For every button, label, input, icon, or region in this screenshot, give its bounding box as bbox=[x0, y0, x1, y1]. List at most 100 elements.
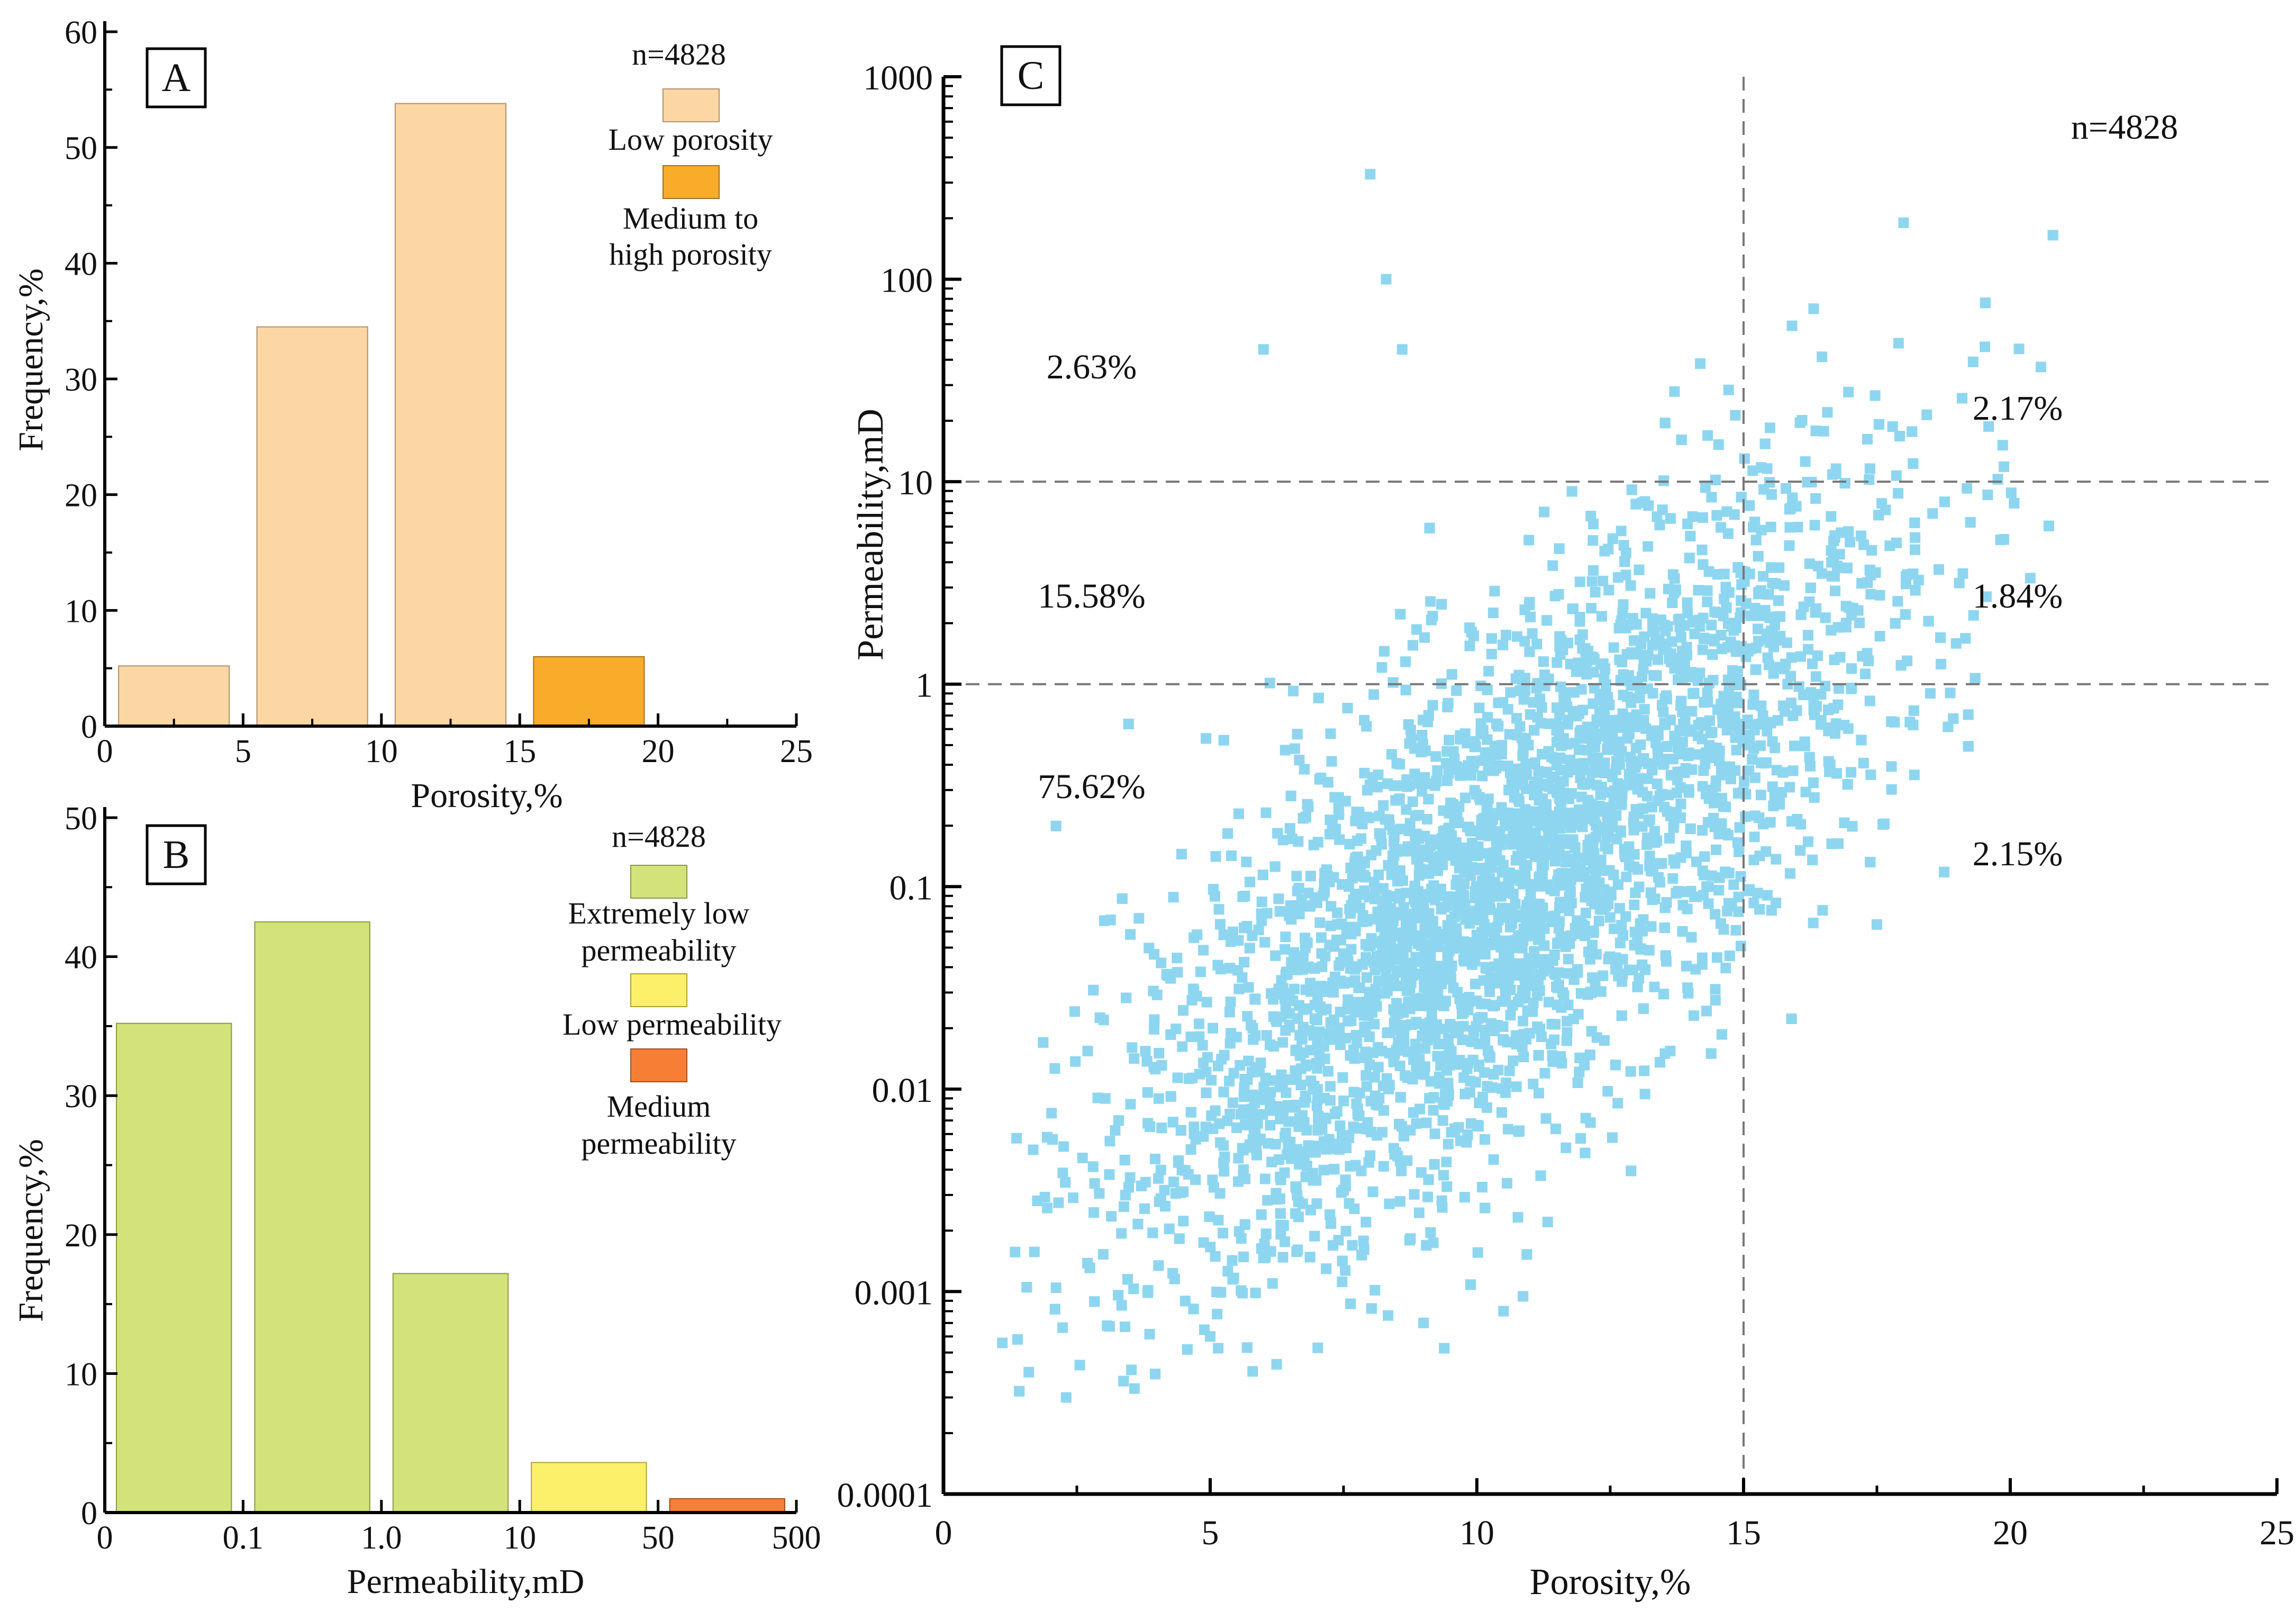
scatter-point bbox=[1755, 790, 1766, 801]
scatter-point bbox=[1275, 1208, 1286, 1219]
scatter-point bbox=[1528, 838, 1539, 849]
scatter-point bbox=[1765, 718, 1776, 729]
scatter-point bbox=[1483, 963, 1494, 974]
scatter-point bbox=[1933, 564, 1944, 575]
scatter-point bbox=[1460, 843, 1471, 854]
scatter-point bbox=[1658, 989, 1669, 1000]
scatter-point bbox=[1487, 765, 1498, 776]
scatter-point bbox=[1484, 986, 1495, 997]
scatter-point bbox=[1295, 1050, 1306, 1061]
scatter-point bbox=[1750, 664, 1762, 675]
panel-b-y-tick-label: 10 bbox=[65, 1356, 97, 1392]
legend-label-medium-high-porosity-line2: high porosity bbox=[609, 237, 772, 271]
scatter-point bbox=[1517, 943, 1528, 954]
scatter-point bbox=[1723, 384, 1734, 395]
scatter-point bbox=[1981, 591, 1992, 602]
scatter-point bbox=[1422, 1191, 1433, 1202]
scatter-point bbox=[1245, 1109, 1256, 1120]
scatter-point bbox=[1141, 1056, 1152, 1067]
scatter-point bbox=[1603, 544, 1614, 555]
scatter-point bbox=[1489, 740, 1500, 752]
scatter-point bbox=[1430, 751, 1441, 762]
scatter-point bbox=[1909, 770, 1920, 781]
scatter-point bbox=[1334, 834, 1345, 845]
scatter-point bbox=[1401, 774, 1412, 785]
panel-c-x-tick-label: 25 bbox=[2259, 1514, 2294, 1552]
scatter-point bbox=[1468, 1036, 1479, 1047]
scatter-point bbox=[1625, 580, 1636, 591]
permeability-bar-2 bbox=[392, 1273, 509, 1513]
scatter-point bbox=[1265, 1099, 1276, 1110]
scatter-point bbox=[1739, 776, 1750, 787]
legend-swatch-medium-high-porosity bbox=[663, 165, 720, 199]
scatter-point bbox=[1443, 895, 1454, 907]
scatter-point bbox=[1714, 872, 1725, 883]
scatter-point bbox=[1642, 791, 1653, 802]
panel-c-y-tick-label: 0.1 bbox=[890, 868, 933, 907]
scatter-point bbox=[1794, 417, 1805, 428]
scatter-point bbox=[1060, 1177, 1071, 1188]
scatter-point bbox=[1118, 1201, 1129, 1212]
scatter-point bbox=[1113, 1115, 1124, 1126]
scatter-point bbox=[1762, 463, 1773, 474]
scatter-point bbox=[1514, 958, 1525, 969]
scatter-point bbox=[1936, 658, 1947, 669]
scatter-point bbox=[1633, 564, 1645, 575]
scatter-point bbox=[1477, 771, 1488, 782]
scatter-point bbox=[1314, 917, 1326, 928]
scatter-point bbox=[1638, 653, 1649, 664]
scatter-point bbox=[1713, 885, 1725, 896]
scatter-point bbox=[1496, 1083, 1508, 1094]
scatter-point bbox=[1749, 831, 1760, 843]
scatter-point bbox=[1536, 860, 1547, 871]
scatter-point bbox=[1270, 950, 1281, 961]
scatter-point bbox=[1218, 1140, 1229, 1151]
scatter-point bbox=[1323, 1134, 1335, 1145]
scatter-point bbox=[1710, 909, 1721, 920]
scatter-point bbox=[1746, 610, 1757, 621]
scatter-point bbox=[1826, 545, 1837, 556]
scatter-point bbox=[1587, 535, 1599, 546]
scatter-point bbox=[1305, 986, 1317, 997]
scatter-point bbox=[1602, 744, 1613, 755]
scatter-point bbox=[1710, 474, 1721, 485]
scatter-point bbox=[1980, 341, 1991, 352]
scatter-point bbox=[1413, 778, 1424, 789]
scatter-point bbox=[1444, 822, 1455, 834]
scatter-point bbox=[1709, 636, 1720, 647]
scatter-point bbox=[1492, 884, 1503, 895]
scatter-point bbox=[1070, 1056, 1081, 1067]
scatter-point bbox=[1208, 1022, 1219, 1034]
scatter-point bbox=[1367, 1186, 1378, 1197]
scatter-point bbox=[1425, 596, 1436, 607]
scatter-point bbox=[1273, 893, 1284, 904]
scatter-point bbox=[1740, 598, 1752, 609]
scatter-point bbox=[1854, 617, 1865, 628]
scatter-point bbox=[1610, 1060, 1621, 1071]
scatter-point bbox=[1477, 1091, 1489, 1102]
scatter-point bbox=[1604, 912, 1616, 923]
scatter-point bbox=[1461, 1137, 1472, 1148]
scatter-point bbox=[1409, 881, 1420, 892]
scatter-point bbox=[1274, 1154, 1285, 1165]
scatter-point bbox=[1804, 558, 1815, 569]
scatter-point bbox=[1711, 743, 1722, 754]
scatter-point bbox=[1105, 915, 1116, 926]
scatter-point bbox=[1539, 506, 1550, 518]
scatter-point bbox=[1807, 854, 1818, 865]
scatter-point bbox=[1647, 687, 1658, 699]
scatter-point bbox=[1262, 1194, 1273, 1206]
scatter-point bbox=[1183, 1073, 1194, 1084]
scatter-point bbox=[1617, 708, 1628, 719]
scatter-point bbox=[1822, 407, 1833, 418]
scatter-point bbox=[1291, 871, 1302, 882]
scatter-point bbox=[1392, 965, 1403, 976]
scatter-point bbox=[1547, 831, 1558, 842]
scatter-point bbox=[1890, 618, 1901, 629]
scatter-point bbox=[1382, 1027, 1393, 1038]
scatter-point bbox=[1828, 536, 1839, 547]
scatter-point bbox=[1626, 770, 1637, 781]
scatter-point bbox=[1643, 758, 1654, 769]
scatter-point bbox=[1525, 880, 1536, 891]
scatter-point bbox=[1847, 821, 1858, 832]
